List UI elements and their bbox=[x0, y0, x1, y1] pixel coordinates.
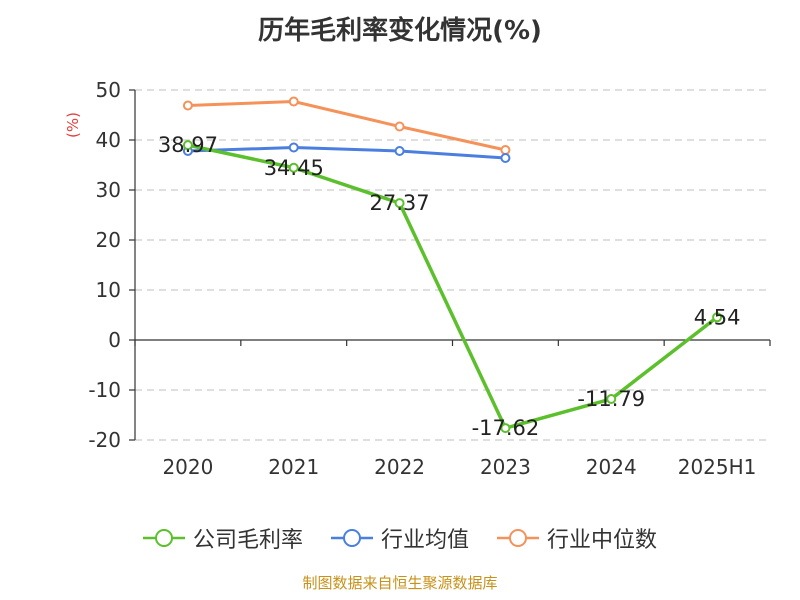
data-label: 4.54 bbox=[694, 305, 741, 329]
data-point bbox=[500, 423, 511, 434]
axes: 50 40 30 20 10 0 -10 -20 2020 2021 2022 2023 2024 202… bbox=[64, 78, 771, 479]
data-point bbox=[394, 146, 405, 156]
legend-line-marker-icon bbox=[330, 529, 373, 547]
data-labels: 38.97 34.45 27.37 -17.62 -11.79 4.54 bbox=[158, 133, 741, 440]
y-tick-label: 30 bbox=[96, 178, 121, 202]
legend-line-marker-icon bbox=[497, 529, 539, 547]
y-tick-label: 20 bbox=[96, 228, 121, 252]
x-tick-label: 2021 bbox=[268, 455, 319, 479]
series-line-industry-avg bbox=[187, 146, 506, 160]
x-tick-label: 2024 bbox=[586, 455, 637, 479]
source-note: 制图数据来自恒生聚源数据库 bbox=[302, 574, 498, 592]
legend-line-marker-icon bbox=[142, 529, 185, 547]
data-point bbox=[606, 393, 617, 404]
series-line-industry-median bbox=[187, 100, 506, 152]
x-tick-label: 2025H1 bbox=[678, 455, 757, 479]
data-label: -17.62 bbox=[472, 416, 540, 440]
legend-item-industry-avg[interactable]: 行业均值 bbox=[330, 522, 469, 554]
legend: 公司毛利率 行业均值 行业中位数 bbox=[0, 522, 800, 554]
y-tick-label: -20 bbox=[88, 428, 121, 452]
data-point bbox=[500, 153, 511, 163]
y-tick-label: 10 bbox=[96, 278, 121, 302]
data-point bbox=[288, 162, 299, 173]
data-point bbox=[394, 121, 405, 132]
legend-item-industry-median[interactable]: 行业中位数 bbox=[497, 522, 657, 554]
y-axis-unit-label: (%) bbox=[64, 112, 82, 138]
data-point bbox=[712, 312, 723, 323]
data-label: -11.79 bbox=[577, 387, 645, 411]
legend-label-company: 公司毛利率 bbox=[192, 528, 303, 553]
legend-label-industry-median: 行业中位数 bbox=[547, 528, 658, 553]
x-tick-label: 2022 bbox=[374, 455, 425, 479]
legend-item-company[interactable]: 公司毛利率 bbox=[142, 522, 303, 554]
data-point bbox=[394, 198, 405, 209]
x-tick-label: 2020 bbox=[162, 455, 213, 479]
y-tick-label: 40 bbox=[96, 128, 121, 152]
x-tick-label: 2023 bbox=[480, 455, 531, 479]
series-line-company bbox=[187, 143, 719, 430]
data-point bbox=[288, 96, 299, 107]
data-label: 38.97 bbox=[158, 133, 218, 157]
data-point bbox=[182, 140, 193, 151]
data-point bbox=[500, 145, 511, 155]
chart-title: 历年毛利率变化情况(%) bbox=[258, 16, 542, 46]
data-label: 27.37 bbox=[370, 191, 430, 215]
data-point bbox=[288, 142, 299, 153]
gridlines bbox=[135, 89, 770, 441]
series-lines bbox=[182, 96, 723, 434]
y-tick-label: 50 bbox=[96, 78, 121, 102]
data-label: 34.45 bbox=[264, 156, 324, 180]
y-tick-label: 0 bbox=[108, 328, 121, 352]
legend-label-industry-avg: 行业均值 bbox=[380, 528, 469, 553]
y-tick-label: -10 bbox=[88, 378, 121, 402]
data-point bbox=[182, 100, 193, 111]
